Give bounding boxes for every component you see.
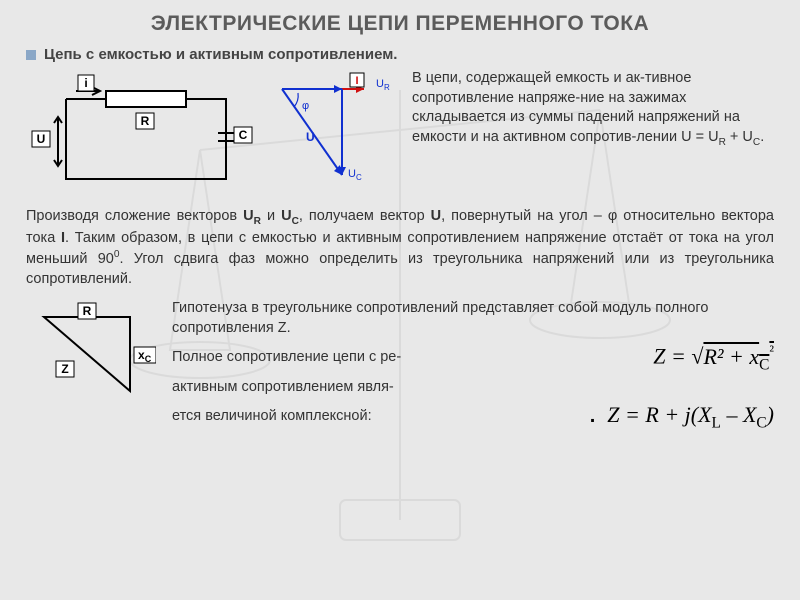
label-U: U (37, 132, 46, 146)
label-R: R (141, 114, 150, 128)
paragraph-4b: активным сопротивлением явля- (172, 378, 774, 398)
page-title: ЭЛЕКТРИЧЕСКИЕ ЦЕПИ ПЕРЕМЕННОГО ТОКА (26, 12, 774, 36)
row-triangle-and-text: R Z xC Гипотенуза в треугольнике сопроти… (26, 299, 774, 432)
tri-R: R (83, 304, 92, 318)
paragraph-4a: Полное сопротивление цепи с ре- (172, 348, 641, 368)
slide-content: ЭЛЕКТРИЧЕСКИЕ ЦЕПИ ПЕРЕМЕННОГО ТОКА Цепь… (0, 0, 800, 444)
label-Uvec: U (306, 130, 315, 144)
paragraph-1: В цепи, содержащей емкость и ак-тивное с… (412, 69, 774, 199)
label-i: i (84, 76, 87, 90)
impedance-triangle: R Z xC (26, 299, 156, 409)
label-UC: UC (348, 168, 362, 182)
formula-row-1: Полное сопротивление цепи с ре- Z = √R² … (172, 342, 774, 374)
formula-z-magnitude: Z = √R² + xC² (653, 342, 774, 374)
label-UR: UR (376, 78, 390, 92)
formula-row-2: ется величиной комплексной: . Z = R + j(… (172, 402, 774, 432)
tri-Z: Z (61, 362, 68, 376)
paragraph-2: Производя сложение векторов UR и UC, пол… (26, 207, 774, 289)
formula-z-complex: Z = R + j(XL – XC) (607, 402, 774, 432)
paragraph-4c: ется величиной комплексной: (172, 407, 578, 427)
circuit-diagram: i R U C (26, 69, 256, 199)
row-diagrams-and-text: i R U C I UR U (26, 69, 774, 199)
dot: . (590, 405, 596, 428)
label-I: I (355, 75, 358, 87)
label-phi: φ (302, 100, 309, 112)
paragraph-3: Гипотенуза в треугольнике сопротивлений … (172, 299, 774, 338)
label-C: C (239, 128, 248, 142)
vector-diagram: I UR U UC φ (264, 69, 404, 199)
bullet-icon (26, 50, 36, 60)
right-column: Гипотенуза в треугольнике сопротивлений … (172, 299, 774, 432)
subtitle: Цепь с емкостью и активным сопротивление… (44, 46, 397, 63)
subtitle-row: Цепь с емкостью и активным сопротивление… (26, 46, 774, 63)
